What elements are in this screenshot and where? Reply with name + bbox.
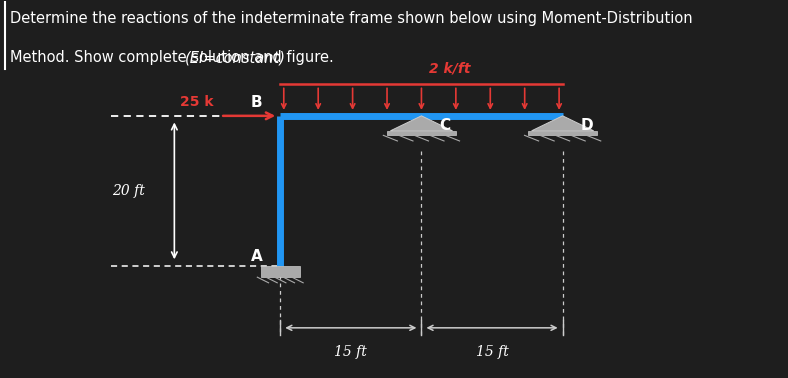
Text: C: C bbox=[439, 118, 450, 133]
Text: 20 ft: 20 ft bbox=[112, 184, 145, 198]
Bar bbox=[528, 131, 597, 135]
Text: Method. Show complete solution and figure.: Method. Show complete solution and figur… bbox=[10, 50, 338, 65]
Polygon shape bbox=[532, 116, 593, 131]
Polygon shape bbox=[390, 116, 452, 131]
Text: (EI=constant): (EI=constant) bbox=[184, 50, 285, 65]
Text: 2 k/ft: 2 k/ft bbox=[429, 62, 470, 76]
Text: Determine the reactions of the indeterminate frame shown below using Moment-Dist: Determine the reactions of the indetermi… bbox=[10, 11, 693, 26]
Text: A: A bbox=[251, 249, 262, 264]
Text: 25 k: 25 k bbox=[180, 95, 214, 109]
Text: 15 ft: 15 ft bbox=[334, 345, 367, 359]
Text: D: D bbox=[580, 118, 593, 133]
Text: B: B bbox=[251, 95, 262, 110]
Bar bbox=[261, 266, 299, 277]
Bar bbox=[387, 131, 456, 135]
Text: 15 ft: 15 ft bbox=[476, 345, 508, 359]
